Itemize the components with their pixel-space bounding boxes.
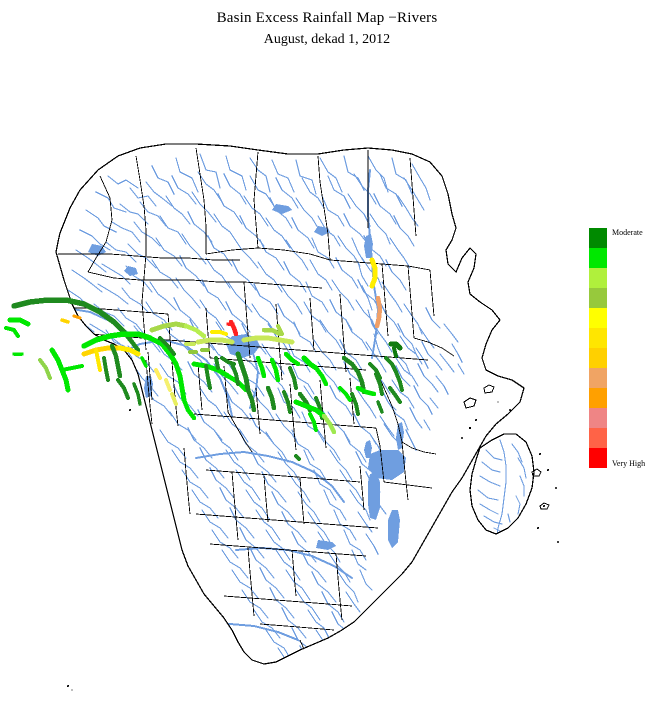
legend-label-moderate: Moderate	[612, 228, 643, 237]
legend-swatch-0	[589, 228, 607, 248]
legend-swatch-7	[589, 368, 607, 388]
severity-legend: Moderate Very High	[589, 228, 645, 468]
page-subtitle: August, dekad 1, 2012	[263, 32, 391, 47]
page-title: Basin Excess Rainfall Map −Rivers	[216, 10, 438, 26]
offshore-islands	[67, 401, 559, 691]
madagascar-rivers	[477, 439, 527, 534]
legend-swatch-11	[589, 448, 607, 468]
legend-swatch-4	[589, 308, 607, 328]
africa-map	[0, 58, 570, 708]
legend-swatch-3	[589, 288, 607, 308]
map-background	[0, 58, 570, 708]
legend-color-bar	[589, 228, 607, 468]
coastline	[55, 143, 535, 665]
legend-swatch-9	[589, 408, 607, 428]
legend-swatch-5	[589, 328, 607, 348]
legend-swatch-1	[589, 248, 607, 268]
legend-swatch-8	[589, 388, 607, 408]
title-block: Basin Excess Rainfall Map −Rivers August…	[0, 0, 654, 50]
offshore-island-outlines	[463, 384, 550, 510]
legend-label-very-high: Very High	[612, 459, 646, 468]
legend-swatch-6	[589, 348, 607, 368]
flood-severity-segments	[4, 257, 404, 461]
legend-swatch-2	[589, 268, 607, 288]
legend-swatch-10	[589, 428, 607, 448]
